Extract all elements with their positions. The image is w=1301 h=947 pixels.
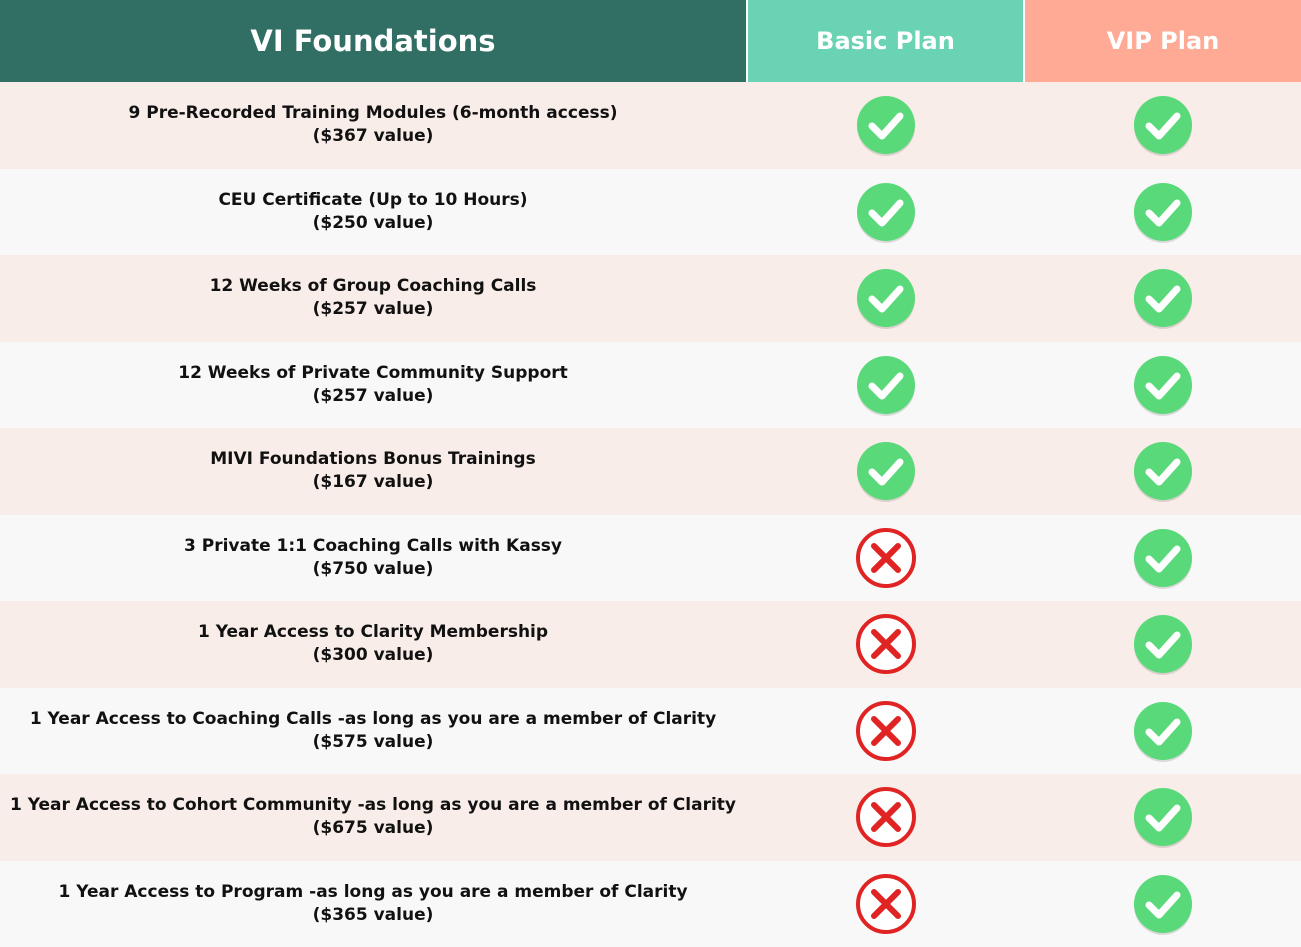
- basic-plan-cell: [748, 82, 1023, 169]
- basic-plan-cell: [748, 342, 1023, 429]
- table-row: 3 Private 1:1 Coaching Calls with Kassy(…: [0, 514, 1301, 602]
- check-icon: [1132, 527, 1194, 589]
- vip-plan-cell: [1025, 82, 1301, 169]
- feature-label: 9 Pre-Recorded Training Modules (6-month…: [128, 103, 618, 124]
- table-row: 12 Weeks of Group Coaching Calls ($257 va…: [0, 255, 1301, 342]
- vip-plan-cell: [1025, 861, 1301, 947]
- feature-label: 1 Year Access to Cohort Community -as lo…: [9, 795, 737, 816]
- feature-value: ($750 value): [312, 558, 434, 579]
- vip-plan-cell: [1025, 515, 1301, 602]
- feature-cell: 3 Private 1:1 Coaching Calls with Kassy(…: [0, 515, 746, 602]
- check-icon: [855, 94, 917, 157]
- table-row: 1 Year Access to Cohort Community -as lo…: [0, 774, 1301, 861]
- feature-label: 1 Year Access to Program -as long as you…: [58, 881, 688, 902]
- check-icon: [1132, 440, 1194, 503]
- feature-cell: 12 Weeks of Group Coaching Calls ($257 va…: [0, 255, 746, 342]
- basic-plan-cell: [748, 601, 1023, 688]
- vip-plan-cell: [1025, 428, 1301, 515]
- vip-plan-cell: [1025, 601, 1301, 688]
- basic-plan-cell: [748, 515, 1023, 602]
- table-row: 1 Year Access to Coaching Calls -as long…: [0, 687, 1301, 775]
- check-icon: [855, 267, 917, 330]
- feature-label: 12 Weeks of Private Community Support: [178, 362, 568, 383]
- check-icon: [1132, 786, 1194, 849]
- basic-plan-cell: [748, 688, 1023, 775]
- check-icon: [1132, 613, 1194, 676]
- check-icon: [1132, 700, 1194, 762]
- cross-icon: [855, 613, 917, 675]
- cross-icon: [855, 527, 917, 589]
- feature-cell: 12 Weeks of Private Community Support ($2…: [0, 342, 746, 429]
- table-header: VI Foundations Basic Plan VIP Plan: [0, 0, 1301, 82]
- check-icon: [1132, 873, 1194, 935]
- table-row: 9 Pre-Recorded Training Modules (6-month…: [0, 82, 1301, 169]
- feature-label: 3 Private 1:1 Coaching Calls with Kassy: [183, 535, 563, 556]
- feature-value: ($365 value): [312, 904, 434, 925]
- feature-cell: 9 Pre-Recorded Training Modules (6-month…: [0, 82, 746, 169]
- check-icon: [1132, 94, 1194, 157]
- basic-plan-header: Basic Plan: [748, 0, 1023, 82]
- basic-plan-cell: [748, 169, 1023, 256]
- check-icon: [1132, 181, 1194, 243]
- feature-label: 1 Year Access to Coaching Calls -as long…: [29, 708, 717, 729]
- feature-value: ($257 value): [312, 299, 434, 320]
- feature-value: ($167 value): [312, 472, 434, 493]
- basic-plan-cell: [748, 774, 1023, 861]
- vip-plan-cell: [1025, 688, 1301, 775]
- table-row: CEU Certificate (Up to 10 Hours) ($250 va…: [0, 168, 1301, 256]
- vip-plan-cell: [1025, 774, 1301, 861]
- cross-icon: [855, 873, 917, 935]
- feature-label: CEU Certificate (Up to 10 Hours): [218, 189, 528, 210]
- feature-label: 12 Weeks of Group Coaching Calls: [209, 276, 537, 297]
- table-row: 1 Year Access to Clarity Membership ($300…: [0, 601, 1301, 688]
- feature-cell: 1 Year Access to Cohort Community -as lo…: [0, 774, 746, 861]
- vip-plan-cell: [1025, 255, 1301, 342]
- check-icon: [855, 440, 917, 503]
- check-icon: [1132, 267, 1194, 330]
- check-icon: [855, 354, 917, 416]
- basic-plan-cell: [748, 861, 1023, 947]
- feature-label: MIVI Foundations Bonus Trainings: [210, 449, 536, 470]
- feature-value: ($250 value): [312, 212, 434, 233]
- check-icon: [855, 181, 917, 243]
- feature-value: ($257 value): [312, 385, 434, 406]
- feature-cell: 1 Year Access to Clarity Membership ($300…: [0, 601, 746, 688]
- feature-value: ($367 value): [312, 126, 434, 147]
- cross-icon: [855, 786, 917, 848]
- vip-plan-cell: [1025, 342, 1301, 429]
- basic-plan-cell: [748, 255, 1023, 342]
- feature-value: ($675 value): [312, 818, 434, 839]
- table-row: 12 Weeks of Private Community Support ($2…: [0, 341, 1301, 429]
- feature-cell: MIVI Foundations Bonus Trainings ($167 va…: [0, 428, 746, 515]
- feature-column-header: VI Foundations: [0, 0, 746, 82]
- feature-value: ($575 value): [312, 731, 434, 752]
- vip-plan-header: VIP Plan: [1025, 0, 1301, 82]
- feature-cell: CEU Certificate (Up to 10 Hours) ($250 va…: [0, 169, 746, 256]
- feature-label: 1 Year Access to Clarity Membership: [197, 622, 549, 643]
- basic-plan-cell: [748, 428, 1023, 515]
- cross-icon: [855, 700, 917, 762]
- table-body: 9 Pre-Recorded Training Modules (6-month…: [0, 82, 1301, 947]
- table-row: MIVI Foundations Bonus Trainings ($167 va…: [0, 428, 1301, 515]
- feature-cell: 1 Year Access to Coaching Calls -as long…: [0, 688, 746, 775]
- feature-value: ($300 value): [312, 645, 434, 666]
- check-icon: [1132, 354, 1194, 416]
- feature-cell: 1 Year Access to Program -as long as you…: [0, 861, 746, 947]
- vip-plan-cell: [1025, 169, 1301, 256]
- table-row: 1 Year Access to Program -as long as you…: [0, 860, 1301, 947]
